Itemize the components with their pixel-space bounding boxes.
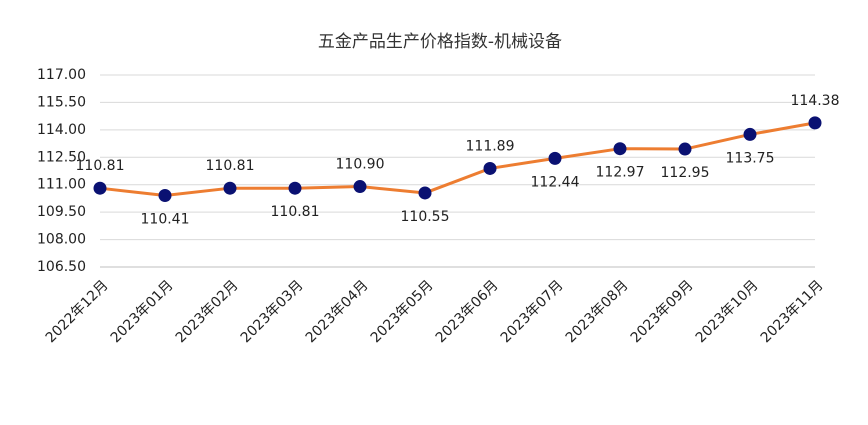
data-point	[743, 127, 757, 141]
data-label: 110.55	[401, 209, 450, 225]
x-tick-label: 2022年12月	[43, 277, 112, 346]
y-tick-label: 112.50	[37, 149, 86, 165]
data-point	[93, 181, 107, 195]
y-tick-label: 114.00	[37, 122, 86, 138]
series-line	[99, 121, 816, 198]
data-label: 110.81	[76, 158, 125, 174]
x-tick-label: 2023年07月	[498, 277, 567, 346]
data-point	[223, 181, 237, 195]
data-point	[483, 161, 497, 175]
x-tick-label: 2023年09月	[628, 277, 697, 346]
data-point	[418, 186, 432, 200]
data-label: 110.81	[206, 158, 255, 174]
data-point	[548, 151, 562, 165]
data-label: 110.41	[141, 212, 190, 228]
y-tick-label: 117.00	[37, 67, 86, 83]
y-tick-label: 106.50	[37, 259, 86, 275]
data-point	[158, 189, 172, 203]
x-tick-label: 2023年06月	[433, 277, 502, 346]
data-point	[808, 116, 822, 130]
y-tick-label: 109.50	[37, 204, 86, 220]
data-point	[353, 180, 367, 194]
chart-title: 五金产品生产价格指数-机械设备	[318, 32, 562, 52]
data-label: 110.81	[271, 204, 320, 220]
x-tick-label: 2023年02月	[173, 277, 242, 346]
x-tick-label: 2023年04月	[303, 277, 372, 346]
data-point	[678, 142, 692, 156]
data-label: 112.95	[661, 165, 710, 181]
x-tick-label: 2023年03月	[238, 277, 307, 346]
data-label: 112.97	[596, 165, 645, 181]
y-tick-label: 111.00	[37, 177, 86, 193]
y-tick-label: 115.50	[37, 94, 86, 110]
x-tick-label: 2023年01月	[108, 277, 177, 346]
data-label: 111.89	[466, 138, 515, 154]
x-tick-label: 2023年10月	[693, 277, 762, 346]
x-tick-label: 2023年05月	[368, 277, 437, 346]
data-point	[613, 142, 627, 156]
data-label: 113.75	[726, 150, 775, 166]
x-tick-label: 2023年08月	[563, 277, 632, 346]
x-tick-label: 2023年11月	[758, 277, 827, 346]
data-label: 112.44	[531, 174, 580, 190]
y-tick-label: 108.00	[37, 232, 86, 248]
data-label: 110.90	[336, 157, 385, 173]
data-label: 114.38	[791, 93, 840, 109]
data-point	[288, 181, 302, 195]
